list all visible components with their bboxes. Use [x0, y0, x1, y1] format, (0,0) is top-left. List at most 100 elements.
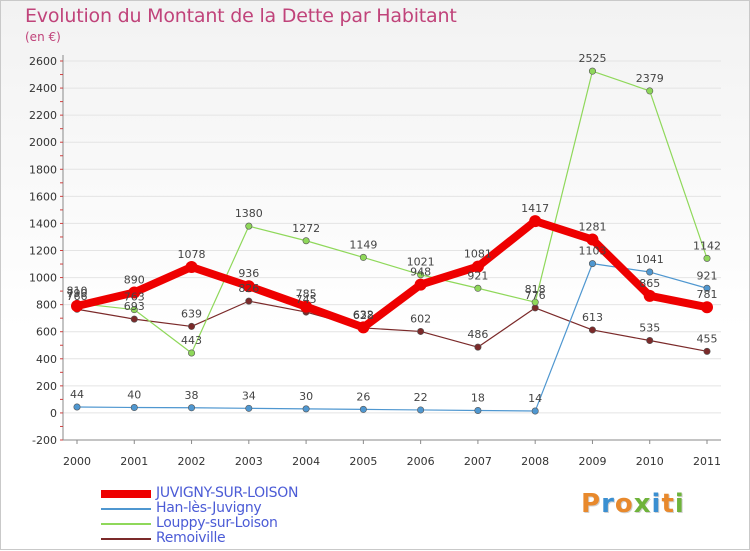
data-point-remoiville	[130, 315, 138, 323]
data-point-han-l-s-juvigny	[245, 404, 253, 412]
data-label-remoiville: 602	[410, 312, 431, 325]
data-point-han-l-s-juvigny	[474, 406, 482, 414]
data-label-han-l-s-juvigny: 26	[356, 390, 370, 403]
data-point-han-l-s-juvigny	[588, 260, 596, 268]
legend-swatch	[101, 538, 151, 540]
series-line-han-l-s-juvigny	[76, 263, 708, 412]
data-label-han-l-s-juvigny: 40	[127, 389, 141, 402]
series-line-remoiville	[76, 300, 708, 352]
data-label-han-l-s-juvigny: 14	[528, 392, 542, 405]
data-label-juvigny-sur-loison: 936	[238, 267, 259, 280]
data-label-juvigny-sur-loison: 790	[67, 287, 88, 300]
data-point-louppy-sur-loison	[130, 306, 138, 314]
y-tick-label: 2400	[29, 82, 57, 95]
data-label-louppy-sur-loison: 810	[67, 284, 88, 297]
chart-unit-label: (en €)	[25, 30, 61, 44]
data-point-louppy-sur-loison	[245, 222, 253, 230]
x-tick-label: 2004	[292, 455, 320, 468]
y-tick-label: 200	[36, 380, 57, 393]
legend-label: Han-lès-Juvigny	[156, 500, 262, 516]
data-label-remoiville: 486	[467, 328, 488, 341]
y-tick-label: 800	[36, 299, 57, 312]
data-label-remoiville: 766	[67, 290, 88, 303]
y-tick-label: 2600	[29, 55, 57, 68]
y-tick-label: 600	[36, 326, 57, 339]
y-tick-label: 1400	[29, 217, 57, 230]
legend-swatch	[101, 508, 151, 510]
data-point-remoiville	[703, 347, 711, 355]
x-tick-label: 2002	[178, 455, 206, 468]
data-label-han-l-s-juvigny: 34	[242, 389, 256, 402]
data-point-louppy-sur-loison	[703, 254, 711, 262]
data-point-remoiville	[588, 326, 596, 334]
data-label-juvigny-sur-loison: 890	[124, 273, 145, 286]
data-label-han-l-s-juvigny: 921	[697, 269, 718, 282]
data-point-remoiville	[646, 337, 654, 345]
legend-label: JUVIGNY-SUR-LOISON	[156, 485, 299, 501]
data-label-louppy-sur-loison: 1149	[349, 238, 377, 251]
data-point-juvigny-sur-loison	[185, 261, 198, 274]
data-label-han-l-s-juvigny: 30	[299, 390, 313, 403]
data-point-louppy-sur-loison	[417, 271, 425, 279]
data-label-remoiville: 745	[296, 293, 317, 306]
y-tick-label: -200	[32, 434, 57, 447]
legend-label: Louppy-sur-Loison	[156, 515, 278, 531]
data-label-louppy-sur-loison: 1142	[693, 239, 721, 252]
data-point-han-l-s-juvigny	[188, 404, 196, 412]
data-point-remoiville	[188, 322, 196, 330]
data-label-juvigny-sur-loison: 632	[353, 308, 374, 321]
x-tick-label: 2000	[63, 455, 91, 468]
data-label-juvigny-sur-loison: 1417	[521, 202, 549, 215]
legend-label: Remoiville	[156, 530, 226, 546]
data-point-han-l-s-juvigny	[417, 406, 425, 414]
data-point-juvigny-sur-loison	[128, 286, 141, 299]
series-line-louppy-sur-loison	[76, 70, 708, 354]
chart-title: Evolution du Montant de la Dette par Hab…	[25, 5, 457, 27]
series-line-juvigny-sur-loison	[73, 217, 711, 332]
data-point-remoiville	[245, 297, 253, 305]
x-tick-label: 2001	[120, 455, 148, 468]
data-point-louppy-sur-loison	[531, 298, 539, 306]
data-label-han-l-s-juvigny: 22	[414, 391, 428, 404]
logo-letter: t	[661, 489, 675, 519]
data-label-juvigny-sur-loison: 1078	[178, 248, 206, 261]
data-label-juvigny-sur-loison: 948	[410, 266, 431, 279]
data-point-juvigny-sur-loison	[242, 280, 255, 293]
data-label-louppy-sur-loison: 921	[467, 269, 488, 282]
data-point-remoiville	[417, 327, 425, 335]
data-label-remoiville: 628	[353, 309, 374, 322]
x-tick-label: 2007	[464, 455, 492, 468]
data-label-juvigny-sur-loison: 781	[697, 288, 718, 301]
y-tick-label: 0	[50, 407, 57, 420]
data-point-juvigny-sur-loison	[71, 299, 83, 312]
proxiti-logo: Proxiti	[581, 489, 685, 519]
data-label-juvigny-sur-loison: 785	[296, 288, 317, 301]
x-tick-label: 2009	[578, 455, 606, 468]
data-label-remoiville: 826	[238, 282, 259, 295]
y-tick-label: 2200	[29, 109, 57, 122]
data-label-han-l-s-juvigny: 1103	[578, 245, 606, 258]
y-tick-label: 1600	[29, 190, 57, 203]
data-label-han-l-s-juvigny: 18	[471, 391, 485, 404]
data-point-han-l-s-juvigny	[73, 403, 81, 411]
logo-letter: P	[581, 489, 602, 519]
data-point-han-l-s-juvigny	[130, 404, 138, 412]
x-tick-label: 2005	[349, 455, 377, 468]
y-tick-label: 400	[36, 353, 57, 366]
x-tick-label: 2011	[693, 455, 721, 468]
data-label-louppy-sur-loison: 763	[124, 291, 145, 304]
data-point-louppy-sur-loison	[646, 87, 654, 95]
data-label-louppy-sur-loison: 1272	[292, 222, 320, 235]
data-label-juvigny-sur-loison: 865	[639, 277, 660, 290]
data-label-remoiville: 613	[582, 311, 603, 324]
y-tick-label: 1200	[29, 245, 57, 258]
data-point-juvigny-sur-loison	[471, 260, 484, 273]
data-label-remoiville: 776	[525, 289, 546, 302]
logo-letter: i	[674, 489, 685, 519]
logo-letter: x	[633, 489, 652, 519]
logo-letter: o	[614, 489, 634, 519]
data-point-louppy-sur-loison	[359, 253, 367, 261]
x-tick-label: 2006	[407, 455, 435, 468]
